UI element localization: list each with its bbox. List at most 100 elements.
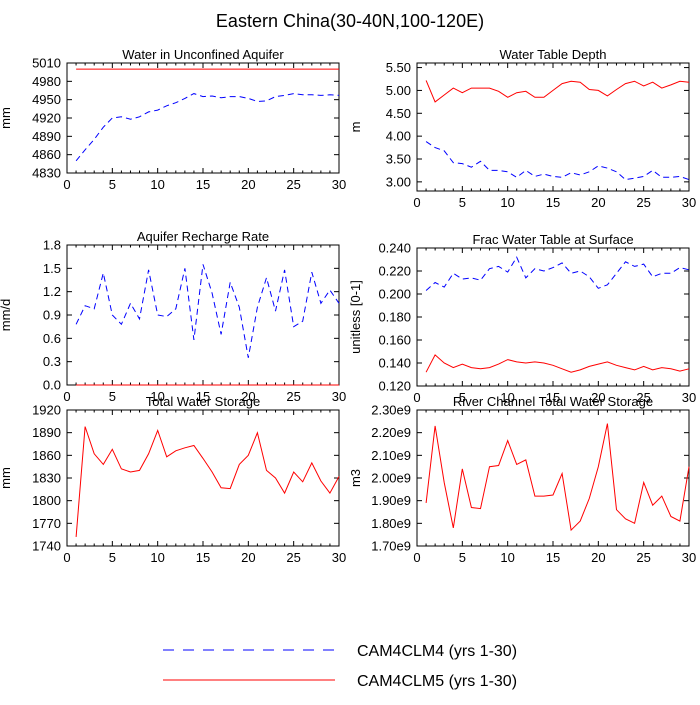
plot-frame [66,62,340,174]
series-line-cam4clm4 [425,256,690,291]
y-tick-label: 0.3 [43,354,61,369]
x-tick-label: 10 [150,550,164,565]
y-tick-label: 0.140 [378,356,411,371]
y-tick-label: 1.5 [43,261,61,276]
y-tick-label: 4.50 [386,106,411,121]
y-axis-label: mm [0,107,13,129]
y-tick-label: 1860 [32,448,61,463]
y-tick-label: 5.50 [386,60,411,75]
series-line-cam4clm5 [425,423,690,532]
y-tick-label: 4.00 [386,129,411,144]
panel-title: River Channel Total Water Storage [453,394,653,409]
series-line-cam4clm4 [75,93,340,162]
x-tick-label: 5 [109,389,116,404]
x-tick-label: 0 [63,177,70,192]
y-tick-label: 1740 [32,539,61,554]
x-tick-label: 25 [286,389,300,404]
y-tick-label: 2.10e9 [371,448,411,463]
panels: Water in Unconfined Aquifer mm 0 5 10 15 20 25 3… [0,47,696,565]
panel-6: River Channel Total Water Storage m3 0 5 10 1… [348,394,696,565]
x-tick-label: 15 [546,195,560,210]
x-tick-label: 15 [546,390,560,405]
y-tick-label: 1.80e9 [371,516,411,531]
x-tick-label: 20 [591,390,605,405]
panel-title: Water in Unconfined Aquifer [122,47,284,62]
x-tick-label: 0 [413,195,420,210]
x-tick-label: 5 [459,390,466,405]
x-tick-label: 25 [286,177,300,192]
y-tick-label: 0.160 [378,333,411,348]
y-tick-label: 1890 [32,425,61,440]
y-tick-label: 0.0 [43,378,61,393]
x-tick-label: 10 [150,389,164,404]
x-tick-label: 20 [591,550,605,565]
y-tick-label: 1920 [32,403,61,418]
y-axis-label: mm/d [0,299,13,332]
x-tick-label: 20 [241,550,255,565]
figure-title: Eastern China(30-40N,100-120E) [216,11,484,31]
y-tick-label: 5010 [32,56,61,71]
y-tick-label: 0.200 [378,287,411,302]
y-tick-label: 1830 [32,471,61,486]
x-tick-label: 15 [196,177,210,192]
panel-3: Aquifer Recharge Rate mm/d 0 5 10 15 20 25 30 0.0… [0,229,346,404]
x-tick-label: 20 [241,177,255,192]
y-tick-label: 5.00 [386,83,411,98]
plot-frame [416,62,690,192]
panel-title: Frac Water Table at Surface [472,232,633,247]
x-tick-label: 10 [500,195,514,210]
x-tick-label: 20 [591,195,605,210]
x-tick-label: 15 [196,550,210,565]
x-tick-label: 30 [332,389,346,404]
x-tick-label: 20 [241,389,255,404]
y-tick-label: 2.20e9 [371,425,411,440]
legend-label-cam4clm4: CAM4CLM4 (yrs 1-30) [357,643,517,660]
x-tick-label: 0 [413,390,420,405]
y-tick-label: 3.50 [386,152,411,167]
y-tick-label: 1770 [32,516,61,531]
y-tick-label: 4950 [32,92,61,107]
x-tick-label: 5 [459,550,466,565]
x-tick-label: 0 [63,389,70,404]
y-tick-label: 3.00 [386,174,411,189]
x-tick-label: 15 [196,389,210,404]
series-line-cam4clm5 [425,80,690,103]
panel-title: Water Table Depth [500,47,607,62]
x-tick-label: 30 [332,177,346,192]
y-tick-label: 1.8 [43,238,61,253]
y-tick-label: 4890 [32,129,61,144]
x-tick-label: 25 [636,390,650,405]
y-axis-label: unitless [0-1] [348,280,363,354]
series-line-cam4clm5 [75,426,340,537]
panel-5: Total Water Storage mm 0 5 10 15 20 25 30 1740 177… [0,394,346,565]
y-tick-label: 0.240 [378,241,411,256]
x-tick-label: 10 [150,177,164,192]
x-tick-label: 5 [109,550,116,565]
y-tick-label: 1.90e9 [371,493,411,508]
x-tick-label: 25 [636,195,650,210]
y-axis-label: m [348,122,363,133]
series-line-cam4clm4 [425,141,690,181]
legend: CAM4CLM4 (yrs 1-30) CAM4CLM5 (yrs 1-30) [163,643,517,690]
x-tick-label: 25 [636,550,650,565]
x-tick-label: 15 [546,550,560,565]
x-tick-label: 10 [500,550,514,565]
x-tick-label: 5 [459,195,466,210]
x-tick-label: 25 [286,550,300,565]
y-tick-label: 4920 [32,111,61,126]
y-tick-label: 0.220 [378,264,411,279]
x-tick-label: 30 [682,390,696,405]
y-tick-label: 1.2 [43,284,61,299]
x-tick-label: 30 [682,550,696,565]
y-tick-label: 1.70e9 [371,539,411,554]
panel-2: Water Table Depth m 0 5 10 15 20 25 30 3.00 3.50 4.… [348,47,696,210]
y-axis-label: mm [0,467,13,489]
panel-1: Water in Unconfined Aquifer mm 0 5 10 15 20 25 3… [0,47,346,192]
y-tick-label: 2.30e9 [371,403,411,418]
x-tick-label: 10 [500,390,514,405]
plot-frame [416,409,690,547]
y-axis-label: m3 [348,469,363,487]
x-tick-label: 0 [63,550,70,565]
